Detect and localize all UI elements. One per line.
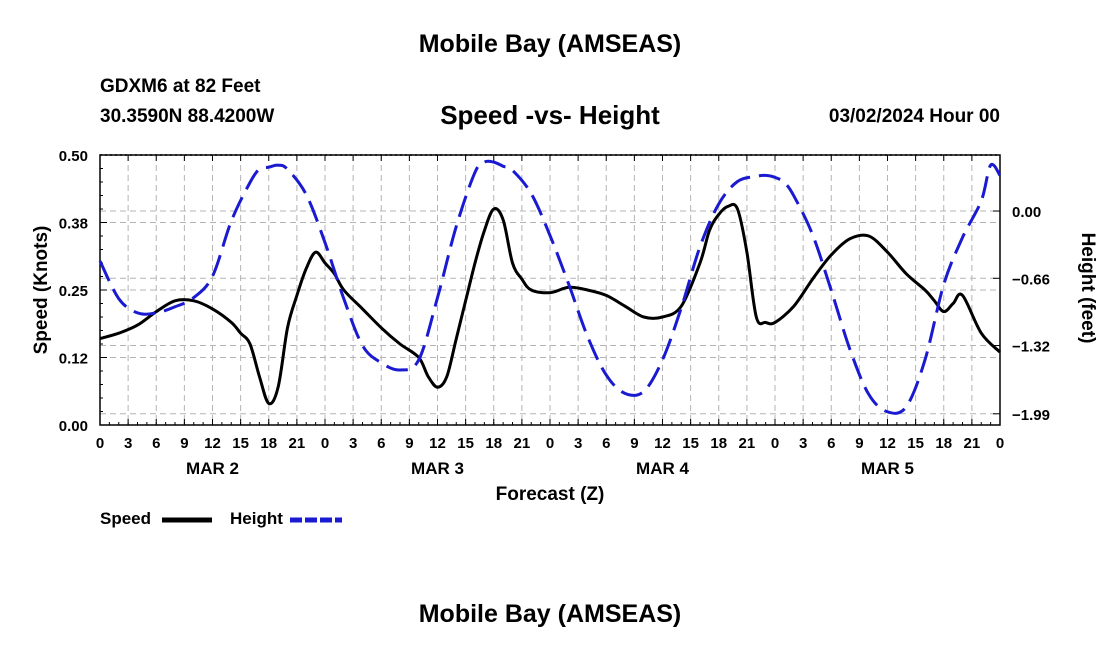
y2-tick-label: −0.66 [1012, 271, 1050, 288]
station-coordinates: 30.3590N 88.4200W [100, 106, 275, 127]
x-tick-label: 18 [260, 435, 277, 452]
x-tick-label: 12 [204, 435, 221, 452]
axis-tick-labels: 0 3 6 9 12 15 18 21 0 3 6 9 12 15 18 21 0 3 6 9 12 15 18 21 0 3 6 9… [59, 148, 1050, 478]
x-tick-label: 9 [855, 435, 863, 452]
height-series-line [98, 159, 1002, 415]
x-tick-label: 0 [546, 435, 554, 452]
x-tick-label: 6 [827, 435, 835, 452]
y2-axis-label: Height (feet) [1077, 233, 1098, 344]
y-tick-label: 0.38 [59, 216, 88, 233]
x-tick-label: 21 [289, 435, 306, 452]
x-tick-label: 18 [710, 435, 727, 452]
y-tick-label: 0.00 [59, 418, 88, 435]
x-tick-label: 0 [321, 435, 329, 452]
y-tick-label: 0.12 [59, 351, 88, 368]
main-title: Mobile Bay (AMSEAS) [418, 30, 682, 58]
axis-ticks [99, 154, 1001, 426]
x-tick-label: 6 [377, 435, 385, 452]
x-tick-label: 21 [739, 435, 756, 452]
x-tick-label: 15 [457, 435, 474, 452]
x-tick-label: 18 [485, 435, 502, 452]
chart-title: Speed -vs- Height [440, 100, 660, 130]
x-tick-label: 9 [405, 435, 413, 452]
x-tick-label: 12 [879, 435, 896, 452]
forecast-run-time: 03/02/2024 Hour 00 [828, 106, 1000, 127]
x-tick-label: 15 [907, 435, 924, 452]
x-tick-label: 0 [96, 435, 104, 452]
x-day-label: MAR 2 [186, 459, 239, 478]
speed-series-line [99, 202, 1002, 406]
x-tick-label: 18 [935, 435, 952, 452]
x-day-label: MAR 3 [411, 459, 464, 478]
x-day-label: MAR 5 [861, 459, 914, 478]
y-axis-label: Speed (Knots) [31, 226, 52, 355]
x-tick-label: 6 [602, 435, 610, 452]
x-tick-label: 6 [152, 435, 160, 452]
x-tick-label: 3 [124, 435, 132, 452]
x-tick-label: 3 [574, 435, 582, 452]
series-lines [98, 159, 1002, 415]
x-tick-label: 15 [232, 435, 249, 452]
x-tick-label: 9 [180, 435, 188, 452]
bottom-title: Mobile Bay (AMSEAS) [418, 600, 682, 628]
y2-tick-label: 0.00 [1012, 204, 1041, 221]
x-axis-label: Forecast (Z) [496, 484, 605, 505]
y-tick-label: 0.25 [59, 283, 88, 300]
y2-tick-label: −1.32 [1012, 339, 1050, 356]
y-tick-label: 0.50 [59, 148, 88, 165]
x-day-label: MAR 4 [636, 459, 689, 478]
x-tick-label: 15 [682, 435, 699, 452]
x-tick-label: 12 [654, 435, 671, 452]
x-tick-label: 21 [964, 435, 981, 452]
x-tick-label: 21 [514, 435, 531, 452]
x-tick-label: 9 [630, 435, 638, 452]
legend-height-label: Height [230, 509, 283, 528]
y2-tick-label: −1.99 [1012, 407, 1050, 424]
x-tick-label: 12 [429, 435, 446, 452]
x-tick-label: 0 [996, 435, 1004, 452]
x-tick-label: 3 [799, 435, 807, 452]
legend-speed-label: Speed [100, 509, 152, 528]
x-tick-label: 3 [349, 435, 357, 452]
station-label: GDXM6 at 82 Feet [100, 76, 261, 97]
x-tick-label: 0 [771, 435, 779, 452]
chart-grid [100, 155, 1000, 425]
